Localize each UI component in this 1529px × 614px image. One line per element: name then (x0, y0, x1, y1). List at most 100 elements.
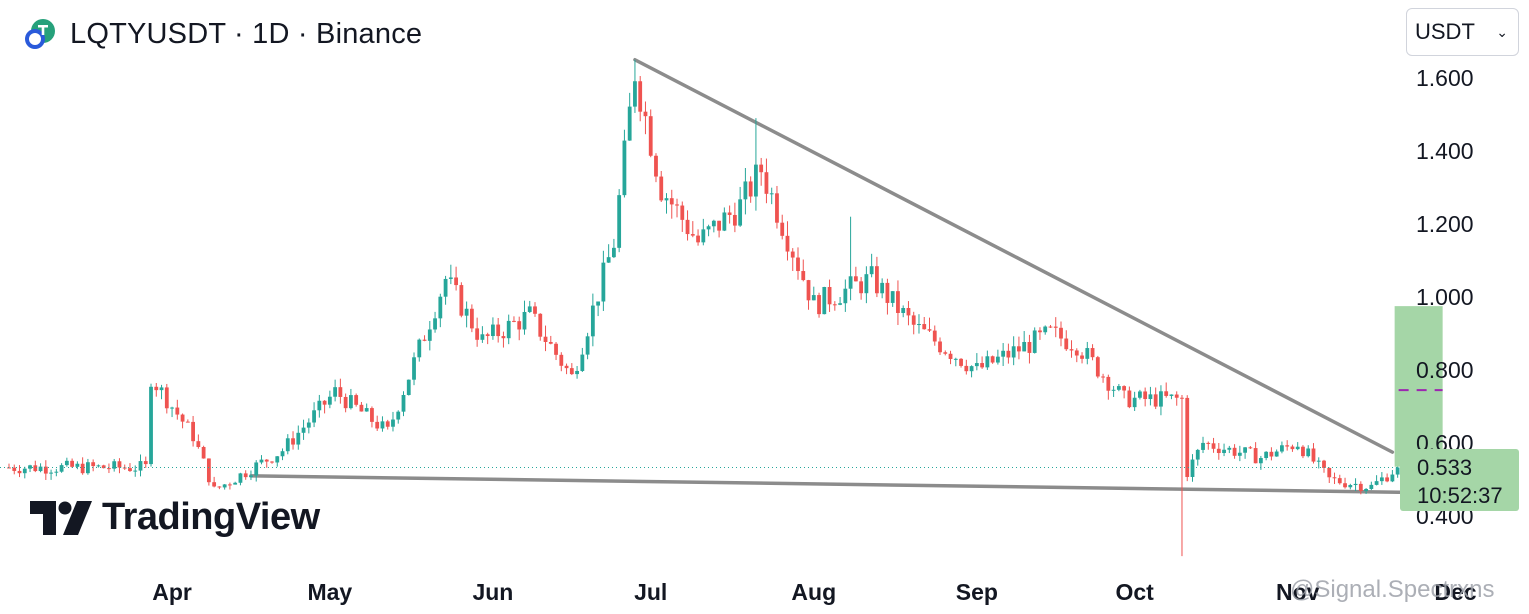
candle-body (270, 461, 274, 463)
candle-body (1227, 447, 1232, 450)
candle-body (306, 422, 311, 428)
candle-body (159, 387, 164, 391)
candle-body (1201, 442, 1205, 450)
candle-body (1274, 451, 1279, 457)
target-box[interactable] (1394, 306, 1443, 467)
candle-body (228, 484, 232, 486)
candle-body (775, 193, 779, 223)
x-tick-label: May (307, 579, 352, 605)
x-tick-label: Sep (956, 579, 998, 605)
candle-body (459, 285, 464, 316)
candle-body (380, 421, 385, 429)
candle-body (201, 447, 206, 459)
candle-body (832, 304, 837, 306)
candle-body (117, 461, 122, 468)
candle-body (806, 280, 811, 301)
candle-body (122, 467, 127, 469)
candle-body (338, 387, 343, 397)
candle-body (943, 352, 948, 354)
candle-body (664, 198, 669, 201)
candle-body (796, 257, 800, 272)
candle-body (527, 306, 532, 312)
candle-body (149, 386, 153, 465)
candle-body (1216, 448, 1221, 454)
candle-body (485, 334, 490, 337)
candle-body (1379, 477, 1384, 482)
candle-body (312, 410, 316, 423)
x-tick-label: Jun (472, 579, 513, 605)
candle-body (54, 471, 59, 473)
candle-body (1353, 483, 1358, 486)
y-tick-label: 1.000 (1416, 284, 1474, 310)
candle-body (1385, 477, 1390, 482)
candle-body (91, 462, 96, 467)
candle-body (1337, 478, 1342, 484)
candle-body (1311, 448, 1316, 462)
candle-body (422, 339, 427, 341)
candle-body (1127, 390, 1132, 408)
candle-body (1053, 326, 1058, 328)
candle-body (696, 235, 700, 243)
candle-body (238, 473, 243, 483)
candle-body (959, 358, 963, 366)
candle-body (491, 324, 495, 337)
candle-body (212, 482, 217, 487)
candle-body (543, 336, 548, 342)
candle-body (580, 354, 585, 371)
candle-body (896, 291, 900, 313)
candle-body (128, 468, 132, 472)
candle-body (1206, 442, 1211, 444)
candle-body (22, 468, 27, 474)
candle-body (1180, 397, 1184, 399)
lower-trendline[interactable] (249, 474, 1405, 495)
candle-body (590, 305, 595, 337)
candle-body (633, 81, 637, 107)
candle-body (606, 257, 611, 263)
candle-body (401, 394, 406, 412)
candle-body (512, 320, 516, 322)
candle-body (980, 363, 984, 368)
x-tick-label: Jul (634, 579, 667, 605)
candle-body (1159, 391, 1163, 407)
candle-body (1295, 446, 1300, 450)
candle-body (748, 181, 753, 197)
candle-body (96, 465, 101, 467)
candle-body (927, 329, 932, 331)
candle-body (1148, 394, 1153, 400)
candle-body (1222, 449, 1226, 454)
candle-body (1111, 389, 1116, 391)
candle-body (732, 214, 737, 226)
candle-body (1343, 483, 1347, 488)
upper-trendline[interactable] (633, 58, 1395, 454)
candle-body (1038, 330, 1042, 333)
candle-body (275, 456, 280, 463)
candle-body (333, 387, 338, 397)
timeframe[interactable]: 1D (252, 17, 290, 50)
candle-body (317, 400, 322, 411)
candle-body (12, 467, 17, 471)
candle-body (1164, 391, 1169, 396)
candle-body (901, 308, 906, 313)
candle-body (743, 181, 748, 200)
candle-body (1190, 459, 1195, 477)
candle-body (969, 366, 974, 372)
candle-body (1106, 376, 1111, 391)
candle-body (370, 408, 374, 422)
symbol-name[interactable]: LQTYUSDT (70, 17, 226, 50)
candle-body (249, 475, 253, 478)
candle-body (107, 468, 111, 470)
candle-body (1090, 348, 1095, 358)
candle-body (1048, 326, 1053, 328)
candle-body (675, 204, 679, 206)
candle-body (627, 106, 632, 141)
candle-body (680, 205, 685, 220)
candle-body (391, 419, 395, 427)
watermark: @Signal.Spectrxns (1290, 576, 1495, 603)
candle-body (1269, 451, 1274, 457)
candle-body (890, 291, 895, 303)
candle-body (1290, 446, 1295, 450)
candle-body (1280, 445, 1284, 452)
candle-body (990, 356, 995, 363)
candle-body (569, 368, 574, 375)
currency-select[interactable]: USDT ⌄ (1406, 8, 1519, 56)
